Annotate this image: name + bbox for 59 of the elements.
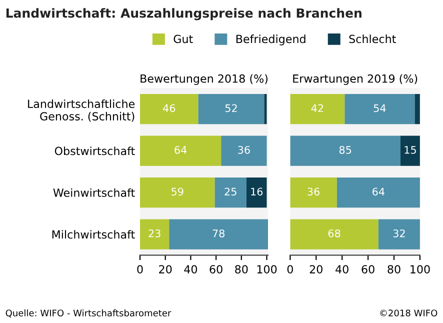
y-tick-label: Milchwirtschaft <box>52 230 135 239</box>
y-tick-label: Weinwirtschaft <box>53 188 135 197</box>
data-label: 42 <box>311 104 324 112</box>
bar <box>290 136 400 166</box>
bar <box>140 178 215 208</box>
x-tick-label: 60 <box>210 265 222 274</box>
x-tick-label: 100 <box>257 265 277 274</box>
y-tick-label: Landwirtschaftliche Genoss. (Schnitt) <box>28 99 135 122</box>
bar <box>264 94 267 124</box>
legend-label: Gut <box>174 34 193 44</box>
data-label: 85 <box>339 146 352 154</box>
data-label: 15 <box>404 146 416 154</box>
bar <box>214 178 246 208</box>
source-note: Quelle: WIFO - Wirtschaftsbarometer <box>6 309 172 318</box>
bar <box>140 219 170 250</box>
bar <box>290 219 378 250</box>
data-label: 64 <box>372 188 384 196</box>
data-label: 64 <box>174 146 187 154</box>
data-label: 36 <box>308 188 320 196</box>
bar <box>246 178 267 208</box>
data-label: 36 <box>238 146 250 154</box>
x-tick-label: 40 <box>184 265 198 274</box>
x-tick-label: 0 <box>137 265 143 274</box>
data-label: 59 <box>172 188 184 196</box>
bar <box>140 136 222 166</box>
text: ©2018 WIFO <box>380 310 438 316</box>
data-label: 16 <box>251 188 263 196</box>
bar <box>290 178 337 208</box>
legend-label: Schlecht <box>349 34 396 44</box>
data-label: 23 <box>148 229 160 238</box>
legend-label: Befriedigend <box>236 34 306 46</box>
data-label: 78 <box>212 229 224 238</box>
chart-subtitle: Erwartungen 2019 (%) <box>293 74 418 85</box>
bar <box>140 94 198 124</box>
bar <box>378 219 420 250</box>
bar <box>221 136 267 166</box>
x-tick-label: 20 <box>159 265 172 274</box>
bar <box>344 94 415 124</box>
x-tick-label: 100 <box>410 265 430 274</box>
bar <box>290 94 345 124</box>
x-tick-label: 0 <box>287 265 293 274</box>
chart-subtitle: Bewertungen 2018 (%) <box>140 74 268 85</box>
bar <box>198 94 264 124</box>
data-label: 54 <box>374 104 386 112</box>
data-label: 32 <box>393 229 405 238</box>
bar <box>169 219 268 250</box>
chart-title: Landwirtschaft: Auszahlungspreise nach Branchen <box>6 8 362 20</box>
bar <box>400 136 420 166</box>
data-label: 25 <box>224 188 236 196</box>
x-tick-label: 60 <box>362 265 374 274</box>
x-tick-label: 80 <box>235 265 248 274</box>
data-label: 52 <box>225 104 237 112</box>
x-tick-label: 80 <box>388 265 400 274</box>
data-label: 46 <box>163 104 176 112</box>
y-tick-label: Obstwirtschaft <box>54 146 135 156</box>
x-tick-label: 20 <box>310 265 322 274</box>
x-tick-label: 40 <box>336 265 348 274</box>
bar <box>336 178 420 208</box>
data-label: 68 <box>328 229 340 238</box>
